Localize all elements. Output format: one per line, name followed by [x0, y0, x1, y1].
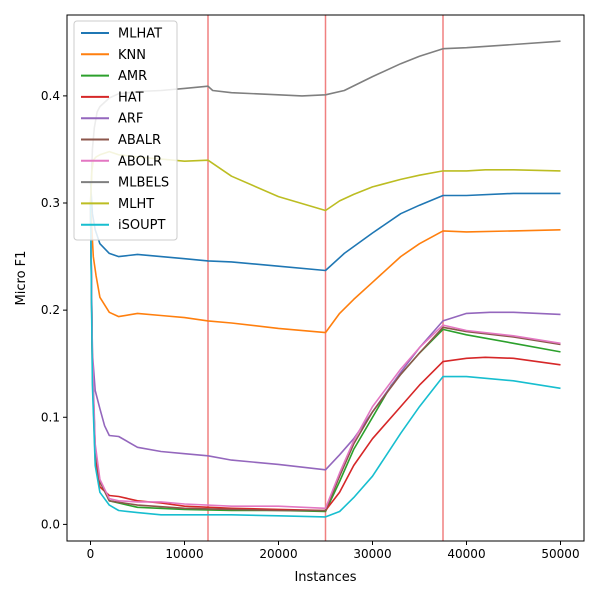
legend: MLHAT KNN AMR HAT ARF ABALR ABOLR MLBELS MLHT iSO…: [73, 20, 178, 241]
legend-label-abalr: ABALR: [118, 133, 161, 148]
x-tick-label: 20000: [259, 547, 297, 561]
y-tick-label: 0.0: [41, 517, 60, 531]
legend-label-arf: ARF: [118, 112, 143, 127]
series-line-knn: [89, 202, 561, 334]
series-line-isoupt: [89, 202, 561, 518]
legend-label-mlhat: MLHAT: [118, 27, 162, 42]
series-line-arf: [89, 202, 561, 471]
legend-label-abolr: ABOLR: [118, 154, 162, 169]
x-axis-label: Instances: [294, 570, 356, 585]
series-line-abolr: [89, 202, 561, 510]
x-tick-label: 10000: [165, 547, 203, 561]
y-axis-ticks: 0.0 0.1 0.2 0.3 0.4: [41, 89, 67, 531]
x-tick-label: 0: [87, 547, 95, 561]
legend-label-isoupt: iSOUPT: [118, 218, 165, 233]
y-axis-label: Micro F1: [14, 251, 29, 306]
legend-label-hat: HAT: [118, 90, 144, 105]
series-line-mlhat: [89, 181, 561, 272]
x-tick-label: 40000: [447, 547, 485, 561]
y-tick-label: 0.4: [41, 89, 60, 103]
legend-label-mlbels: MLBELS: [118, 176, 169, 191]
series-line-abalr: [89, 202, 561, 512]
x-tick-label: 50000: [541, 547, 579, 561]
x-tick-label: 30000: [353, 547, 391, 561]
plot-frame: [66, 14, 585, 542]
y-tick-label: 0.1: [41, 410, 60, 424]
legend-label-knn: KNN: [118, 48, 146, 63]
boundary-lines: [207, 15, 444, 541]
y-tick-label: 0.2: [41, 303, 60, 317]
x-axis-ticks: 0 10000 20000 30000 40000 50000: [87, 541, 580, 561]
y-tick-label: 0.3: [41, 196, 60, 210]
legend-label-amr: AMR: [118, 69, 147, 84]
legend-label-mlht: MLHT: [118, 197, 154, 212]
